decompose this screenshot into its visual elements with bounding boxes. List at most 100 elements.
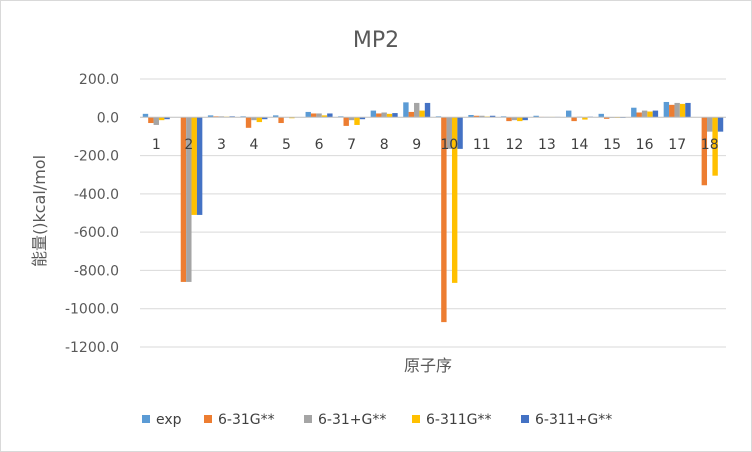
bar-6-31G**-17 [669,104,675,118]
bar-6-31+G**-12 [511,117,518,121]
category-label: 3 [217,137,226,153]
bar-6-31+G**-6 [316,113,322,118]
bar-6-31G**-14 [571,117,577,122]
category-label: 7 [347,137,356,153]
category-label: 4 [249,137,258,153]
bar-6-311+G**-7 [359,117,366,120]
bar-6-311+G**-16 [652,110,659,118]
bar-6-311G**-6 [321,115,328,118]
category-label: 2 [184,137,193,153]
bar-6-31+G**-4 [251,117,257,121]
y-tick-label: -1200.0 [65,340,119,356]
bar-6-311G**-2 [191,117,197,215]
legend-item-6-311G**: 6-311G** [412,412,492,428]
bar-exp-1 [142,113,149,118]
legend-item-exp: exp [142,412,182,428]
bar-6-31+G**-7 [348,117,355,121]
gridlines [140,78,726,348]
category-label: 16 [636,137,654,153]
bar-6-31+G**-10 [446,117,452,149]
category-label: 5 [282,137,291,153]
y-tick-label: 0.0 [97,110,119,126]
bar-6-311G**-7 [354,117,360,125]
bar-6-31+G**-17 [674,102,680,118]
y-tick-label: 200.0 [79,72,119,88]
bar-6-31G**-5 [278,117,284,124]
bar-exp-11 [468,114,474,118]
bar-6-31G**-16 [636,112,642,118]
legend-item-6-31G**: 6-31G** [204,412,275,428]
bar-6-311G**-8 [386,113,393,118]
legend-item-6-311+G**: 6-311+G** [521,412,612,428]
y-axis-ticks: 200.0 0.0 -200.0 -400.0 -600.0 -800.0 -1000.0 -… [65,72,119,356]
bar-6-311+G**-4 [262,117,268,120]
legend-swatch [412,415,420,423]
bar-exp-8 [370,110,377,118]
category-label: 14 [571,137,589,153]
bar-6-311+G**-8 [392,113,398,118]
bar-6-31+G**-11 [479,115,485,118]
category-label: 18 [701,137,719,153]
bar-6-31G**-2 [180,117,187,282]
bar-exp-17 [663,101,670,118]
legend-label: exp [156,412,182,428]
legend-swatch [142,415,150,423]
category-label: 9 [412,137,421,153]
bar-exp-6 [305,111,311,118]
bar-6-31G**-7 [343,117,349,126]
bar-6-31+G**-2 [186,117,192,282]
category-label: 13 [538,137,556,153]
y-tick-label: -200.0 [74,149,119,165]
bar-6-311+G**-12 [522,117,528,121]
bar-6-31+G**-18 [707,117,713,132]
bar-6-311+G**-11 [489,115,496,118]
bar-6-31+G**-1 [153,117,159,125]
bars [142,101,724,323]
bar-exp-15 [598,113,604,118]
bar-6-311G**-4 [256,117,263,123]
bar-6-311G**-14 [582,117,588,120]
bar-6-31G**-11 [473,115,480,118]
bar-exp-13 [533,115,539,118]
bar-6-31+G**-9 [414,102,420,118]
x-axis-title: 原子序 [404,356,452,375]
y-tick-label: -400.0 [74,187,119,203]
bar-6-31G**-4 [245,117,252,128]
legend-item-6-31+G**: 6-31+G** [304,412,386,428]
category-labels: 1 2 3 4 5 6 7 8 9 10 11 12 13 14 15 16 17 18 [152,137,719,153]
bar-6-31+G**-16 [641,110,648,118]
category-label: 15 [603,137,621,153]
category-label: 6 [315,137,324,153]
legend-swatch [204,415,212,423]
y-tick-label: -800.0 [74,263,119,279]
bar-6-31G**-8 [376,113,382,118]
bar-6-311+G**-17 [685,102,691,118]
y-tick-label: -600.0 [74,225,119,241]
category-label: 8 [380,137,389,153]
bar-6-31+G**-8 [381,112,387,118]
category-label: 17 [668,137,686,153]
bar-6-311G**-9 [419,110,425,118]
bar-exp-9 [403,102,409,118]
bar-6-311G**-10 [451,117,458,283]
legend-label: 6-311G** [426,412,492,428]
bar-6-31G**-12 [506,117,512,122]
bar-6-311G**-1 [158,117,165,121]
bar-6-311+G**-1 [164,117,170,120]
legend-swatch [304,415,312,423]
bar-6-311+G**-18 [717,117,724,132]
bar-6-31G**-6 [310,113,317,118]
bar-6-311+G**-2 [196,117,203,215]
bar-6-311+G**-6 [327,113,333,118]
bar-6-31G**-10 [441,117,447,323]
bar-exp-16 [631,107,637,118]
category-label: 1 [152,137,161,153]
bar-6-311G**-18 [712,117,718,176]
category-label: 10 [440,137,458,153]
bar-6-31G**-9 [408,111,415,118]
bar-6-311+G**-9 [424,102,431,118]
bar-6-311G**-17 [679,103,686,118]
chart-title: MP2 [353,28,399,53]
